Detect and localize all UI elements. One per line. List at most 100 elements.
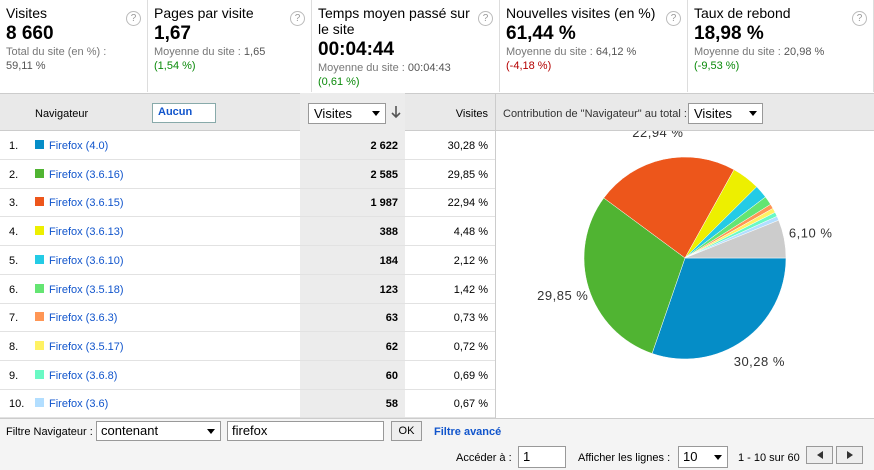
- metric-note: Moyenne du site : 00:04:43: [318, 61, 471, 75]
- metric-select[interactable]: Visites: [308, 103, 386, 124]
- visits: 184: [379, 254, 398, 267]
- row-index: 3.: [9, 197, 19, 210]
- next-button[interactable]: [836, 446, 863, 464]
- sorted-column-bg: [300, 93, 405, 418]
- browser-link[interactable]: Firefox (3.6.3): [49, 312, 118, 325]
- table-row: 1. Firefox (4.0) 2 622 30,28 %: [0, 131, 495, 160]
- row-index: 8.: [9, 340, 19, 353]
- visits: 2 622: [370, 140, 398, 152]
- browser-link[interactable]: Firefox (3.6.10): [49, 254, 124, 267]
- secondary-dimension-select[interactable]: Aucun: [152, 103, 216, 123]
- color-swatch: [35, 312, 44, 322]
- color-swatch: [35, 140, 44, 149]
- help-icon[interactable]: ?: [478, 11, 493, 26]
- goto-input[interactable]: 1: [518, 446, 566, 468]
- visits: 58: [385, 398, 398, 411]
- browser-link[interactable]: Firefox (3.6.15): [49, 197, 124, 210]
- browser-link[interactable]: Firefox (3.5.18): [49, 283, 124, 296]
- browser-link[interactable]: Firefox (3.6.16): [49, 168, 124, 181]
- metric-card: Nouvelles visites (en %) 61,44 % Moyenne d…: [500, 0, 688, 92]
- pie-label: 30,28 %: [734, 354, 785, 369]
- visits: 63: [385, 312, 398, 325]
- metric-title: Temps moyen passé sur le site: [318, 5, 470, 37]
- percent: 4,48 %: [453, 226, 488, 239]
- help-icon[interactable]: ?: [852, 11, 867, 26]
- percent: 2,12 %: [453, 254, 488, 267]
- table-row: 8. Firefox (3.5.17) 62 0,72 %: [0, 332, 495, 361]
- pie-metric-select[interactable]: Visites: [688, 103, 763, 124]
- table-row: 4. Firefox (3.6.13) 388 4,48 %: [0, 217, 495, 247]
- table-row: 9. Firefox (3.6.8) 60 0,69 %: [0, 361, 495, 390]
- color-swatch: [35, 283, 44, 293]
- filter-text: firefox: [232, 423, 268, 438]
- sort-arrow[interactable]: [390, 105, 402, 119]
- goto-label: Accéder à :: [456, 452, 512, 464]
- metric-change: (-4,18 %): [506, 60, 552, 72]
- color-swatch: [35, 340, 44, 350]
- dropdown-arrow: [372, 111, 380, 116]
- percent: 0,69 %: [453, 369, 488, 382]
- pie-chart: 30,28 % 29,85 % 22,94 % 6,10 %: [537, 131, 832, 369]
- help-icon[interactable]: ?: [290, 11, 305, 26]
- metric-site-value: 59,11 %: [6, 60, 46, 72]
- pie-label: 22,94 %: [632, 131, 683, 140]
- metric-note-label: Moyenne du site :: [318, 62, 405, 74]
- rows-label: Afficher les lignes :: [578, 452, 671, 464]
- metric-site-value: 64,12 %: [595, 46, 637, 58]
- metric-value: 61,44 %: [506, 23, 576, 44]
- browser-link[interactable]: Firefox (3.5.17): [49, 340, 124, 353]
- footer: Filtre Navigateur : contenant firefox OK…: [0, 418, 874, 470]
- metric-note: Moyenne du site : 64,12 %: [506, 45, 659, 59]
- prev-button[interactable]: [806, 446, 833, 464]
- ok-label: OK: [398, 425, 415, 437]
- color-swatch: [35, 398, 44, 408]
- row-index: 4.: [9, 226, 19, 239]
- visits: 62: [385, 340, 398, 353]
- help-icon[interactable]: ?: [666, 11, 681, 26]
- pie-label: 6,10 %: [789, 226, 832, 241]
- visits: 388: [379, 226, 398, 239]
- table-row: 2. Firefox (3.6.16) 2 585 29,85 %: [0, 160, 495, 189]
- dropdown-arrow: [749, 111, 757, 116]
- row-index: 6.: [9, 283, 19, 296]
- row-index: 7.: [9, 312, 19, 325]
- visits: 1 987: [370, 197, 398, 210]
- metric-value: 18,98 %: [694, 23, 764, 44]
- ok-button[interactable]: OK: [391, 421, 422, 441]
- percent: 1,42 %: [453, 283, 488, 296]
- metric-title: Visites: [6, 5, 47, 21]
- row-index: 1.: [9, 140, 19, 152]
- metric-site-value: 20,98 %: [783, 46, 825, 58]
- row-index: 9.: [9, 369, 19, 382]
- metric-card: Pages par visite 1,67 Moyenne du site : 1,…: [148, 0, 312, 92]
- goto-value: 1: [523, 449, 531, 464]
- browser-link[interactable]: Firefox (3.6.13): [49, 226, 124, 239]
- rows-value: 10: [683, 449, 698, 464]
- rows-select[interactable]: 10: [678, 446, 728, 468]
- visits: 123: [379, 283, 398, 296]
- percent: 29,85 %: [447, 168, 488, 181]
- help-icon[interactable]: ?: [126, 11, 141, 26]
- filter-label: Filtre Navigateur :: [6, 426, 93, 438]
- dropdown-arrow: [207, 429, 215, 434]
- metric-note-label: Total du site (en %) :: [6, 46, 107, 58]
- metric-change: (-9,53 %): [694, 60, 740, 72]
- pie-slice: [603, 156, 735, 259]
- metric-note: Total du site (en %) : 59,11 %: [6, 45, 119, 73]
- row-index: 10.: [9, 398, 25, 411]
- filter-input[interactable]: firefox: [227, 421, 384, 441]
- browser-link[interactable]: Firefox (4.0): [49, 140, 109, 152]
- pie-title: Contribution de "Navigateur" au total :: [503, 108, 687, 120]
- browser-link[interactable]: Firefox (3.6): [49, 398, 109, 411]
- advanced-filter-link[interactable]: Filtre avancé: [434, 426, 502, 438]
- color-swatch: [35, 168, 44, 178]
- table-row: 5. Firefox (3.6.10) 184 2,12 %: [0, 246, 495, 275]
- metric-card: Temps moyen passé sur le site 00:04:44 Moy…: [312, 0, 500, 92]
- table-row: 6. Firefox (3.5.18) 123 1,42 %: [0, 275, 495, 304]
- browser-link[interactable]: Firefox (3.6.8): [49, 369, 118, 382]
- metric-note-label: Moyenne du site :: [154, 46, 241, 58]
- filter-mode-select[interactable]: contenant: [96, 421, 221, 441]
- metric-note: Moyenne du site : 20,98 %: [694, 45, 845, 59]
- metric-change: (0,61 %): [318, 76, 360, 88]
- percent: 0,67 %: [453, 398, 488, 411]
